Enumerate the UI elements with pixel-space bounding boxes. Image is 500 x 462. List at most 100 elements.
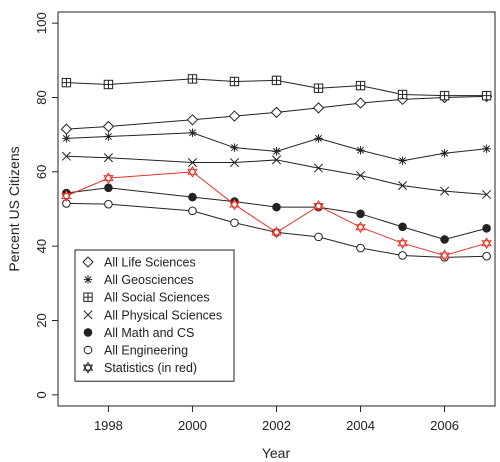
- x-tick-label: 2004: [346, 418, 375, 433]
- data-point: [103, 172, 114, 185]
- data-point: [270, 106, 283, 119]
- data-point: [312, 102, 325, 114]
- legend-label: All Social Sciences: [104, 291, 210, 305]
- data-point: [313, 200, 324, 213]
- y-axis: 0 20 40 60 80 100: [34, 12, 58, 398]
- legend-label: All Physical Sciences: [104, 308, 222, 322]
- legend-label: Statistics (in red): [104, 361, 197, 375]
- legend: All Life Sciences All Geosciences All Soci…: [74, 249, 235, 382]
- data-point: [103, 79, 114, 90]
- data-point: [61, 151, 71, 161]
- data-point: [187, 165, 198, 178]
- data-point: [397, 89, 408, 100]
- y-tick-label: 40: [34, 239, 49, 253]
- y-tick-label: 0: [34, 391, 49, 398]
- legend-marker: [83, 345, 93, 355]
- series-line: [66, 202, 487, 258]
- data-point: [186, 114, 199, 126]
- data-point: [104, 132, 113, 141]
- data-point: [482, 189, 492, 200]
- data-point: [271, 155, 282, 165]
- data-point: [272, 202, 281, 212]
- data-point: [229, 198, 240, 211]
- legend-marker: [83, 275, 93, 284]
- series-asterisk: [62, 128, 491, 165]
- data-point: [314, 232, 323, 242]
- data-point: [187, 157, 198, 168]
- data-point: [229, 157, 240, 168]
- data-point: [229, 76, 240, 87]
- data-point: [61, 77, 72, 88]
- data-point: [398, 181, 408, 191]
- data-point: [355, 170, 366, 181]
- series-line: [66, 155, 487, 195]
- data-point: [314, 134, 323, 143]
- legend-box: [74, 249, 235, 382]
- y-tick-label: 80: [34, 90, 49, 104]
- data-point: [61, 189, 72, 202]
- data-point: [356, 146, 365, 155]
- series-line: [66, 78, 487, 97]
- data-point: [482, 251, 491, 261]
- data-point: [271, 75, 282, 86]
- data-point: [104, 183, 113, 193]
- legend-label: All Engineering: [104, 344, 188, 358]
- data-point: [354, 97, 367, 109]
- data-point: [439, 249, 450, 262]
- data-point: [62, 134, 71, 143]
- data-point: [228, 110, 241, 122]
- y-tick-label: 20: [34, 313, 49, 327]
- data-point: [313, 163, 324, 173]
- data-point: [188, 192, 197, 202]
- legend-label: All Geosciences: [104, 273, 194, 287]
- data-point: [62, 199, 71, 208]
- x-axis: 1998 2000 2002 2004 2006: [94, 406, 459, 433]
- series-line: [66, 187, 487, 240]
- data-point: [482, 144, 491, 153]
- data-point: [230, 218, 239, 228]
- data-point: [272, 147, 281, 156]
- data-point: [230, 143, 239, 152]
- x-tick-label: 2002: [262, 418, 291, 433]
- legend-marker: [83, 292, 93, 302]
- data-point: [188, 128, 197, 138]
- legend-label: All Math and CS: [104, 326, 194, 340]
- y-tick-label: 60: [34, 165, 49, 179]
- data-point: [439, 90, 450, 101]
- data-point: [271, 226, 282, 239]
- data-point: [356, 243, 365, 253]
- series-cross: [61, 151, 492, 200]
- data-point: [397, 237, 408, 250]
- series-line: [66, 95, 487, 130]
- legend-label: All Life Sciences: [104, 256, 196, 270]
- series-diamond: [60, 90, 493, 135]
- data-point: [440, 186, 450, 196]
- data-point: [355, 80, 366, 91]
- legend-marker: [83, 328, 93, 337]
- data-point: [440, 149, 449, 158]
- legend-marker: [83, 310, 93, 320]
- data-point: [355, 221, 366, 234]
- series-line: [66, 171, 487, 256]
- data-point: [398, 156, 407, 165]
- data-point: [482, 224, 491, 233]
- legend-marker: [82, 361, 94, 374]
- data-point: [481, 237, 492, 250]
- x-tick-label: 2006: [430, 418, 459, 433]
- series-star-of-david: [61, 165, 492, 262]
- data-point: [103, 153, 113, 163]
- data-point: [356, 209, 365, 219]
- x-tick-label: 1998: [94, 418, 123, 433]
- y-axis-label: Percent US Citizens: [6, 146, 22, 271]
- legend-marker: [82, 256, 94, 268]
- y-tick-label: 100: [34, 12, 49, 34]
- data-point: [398, 251, 407, 260]
- x-tick-label: 2000: [178, 418, 207, 433]
- data-point: [60, 123, 73, 135]
- data-point: [187, 74, 198, 84]
- data-point: [102, 120, 115, 133]
- x-axis-label: Year: [262, 445, 291, 461]
- series-layer: [60, 74, 493, 262]
- data-point: [313, 83, 324, 93]
